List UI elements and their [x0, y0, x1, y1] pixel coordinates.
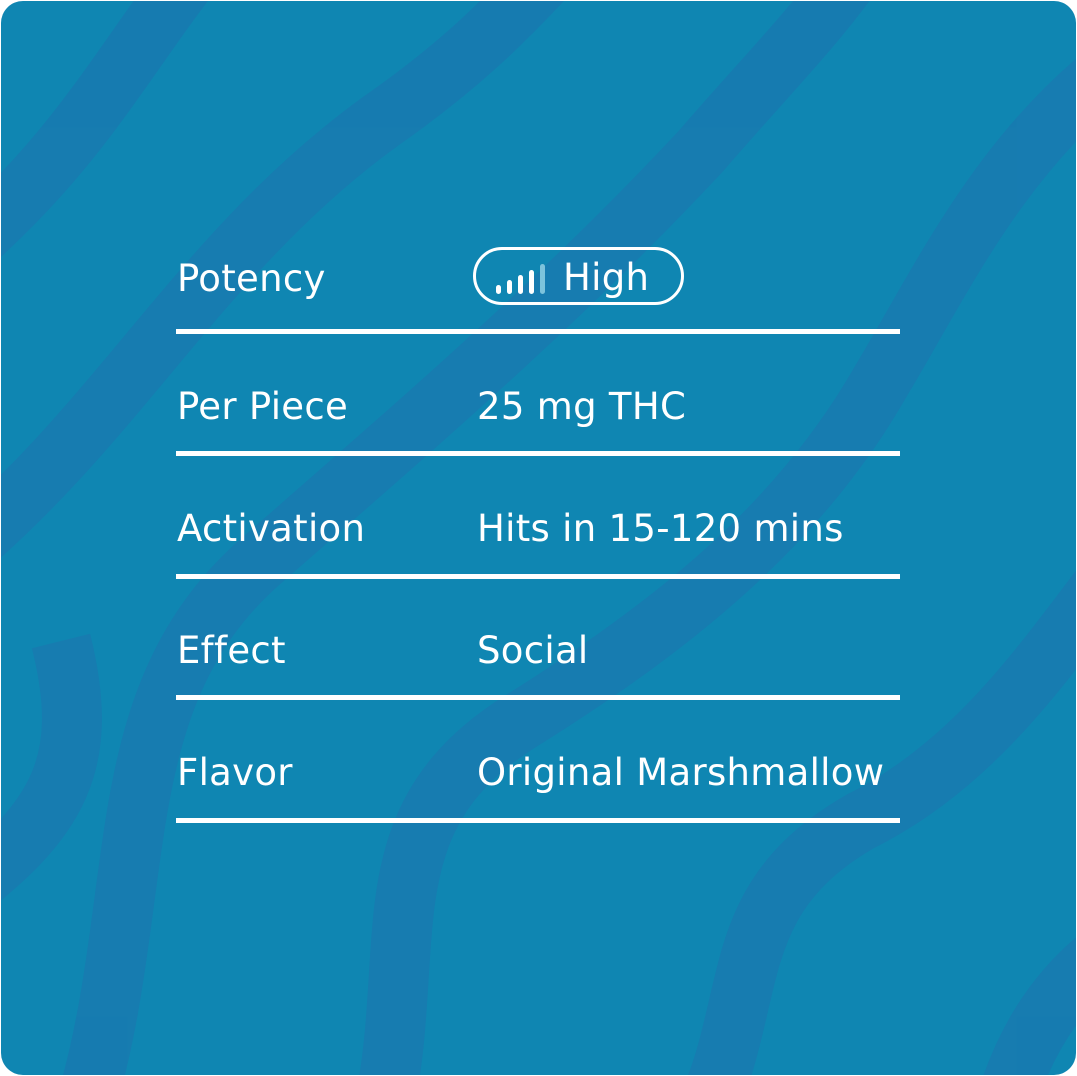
row-divider	[176, 574, 900, 579]
signal-bar-3	[518, 275, 523, 294]
row-label: Activation	[177, 507, 366, 550]
row-value: 25 mg THC	[477, 385, 687, 428]
row-label: Per Piece	[177, 385, 349, 428]
row-value: Social	[477, 629, 589, 672]
row-value: Hits in 15-120 mins	[477, 507, 844, 550]
row-label: Effect	[177, 629, 286, 672]
signal-bar-5	[540, 264, 545, 294]
row-value: High	[563, 256, 650, 299]
row-divider	[176, 451, 900, 456]
signal-bar-1	[496, 285, 501, 294]
row-label: Flavor	[177, 751, 293, 794]
potency-badge: High	[473, 247, 684, 305]
signal-bar-4	[529, 270, 534, 294]
signal-bar-2	[507, 280, 512, 294]
row-divider	[176, 695, 900, 700]
row-divider	[176, 818, 900, 823]
row-divider	[176, 329, 900, 334]
row-label: Potency	[177, 257, 326, 300]
signal-strength-icon	[496, 264, 556, 294]
row-value: Original Marshmallow	[477, 751, 885, 794]
